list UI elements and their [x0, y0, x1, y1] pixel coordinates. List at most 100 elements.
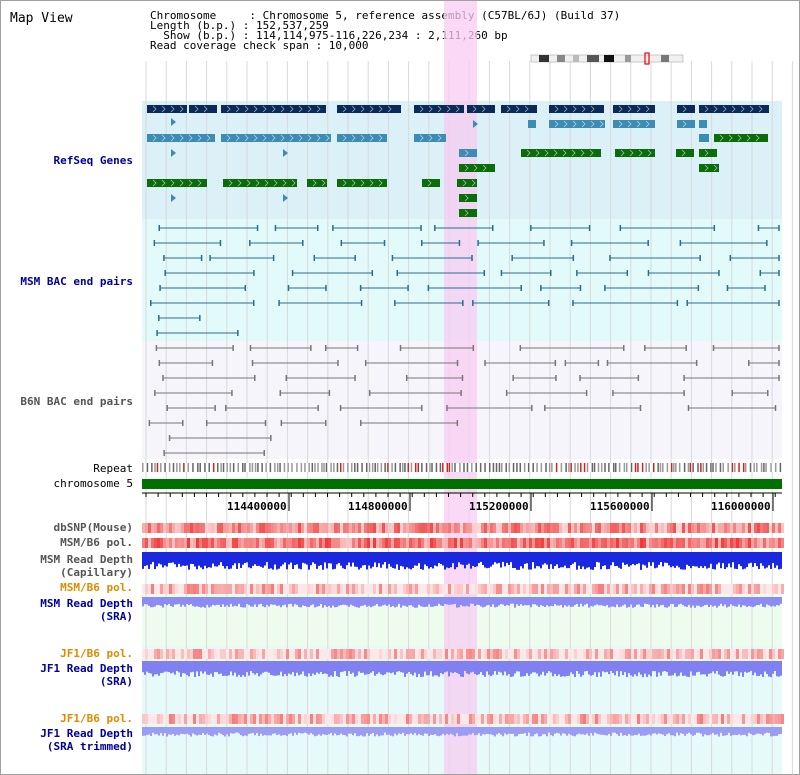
density-cell	[595, 584, 598, 594]
density-cell	[286, 649, 289, 659]
depth-bar	[272, 661, 274, 676]
depth-bar	[242, 597, 244, 608]
depth-bar	[588, 552, 590, 568]
depth-bar	[216, 597, 218, 605]
density-cell	[550, 649, 553, 659]
depth-bar	[330, 661, 332, 676]
density-cell	[232, 523, 235, 533]
depth-bar	[496, 597, 498, 607]
depth-bar	[520, 552, 522, 567]
depth-bar	[702, 552, 704, 568]
repeat-mark	[142, 463, 144, 472]
density-cell	[595, 714, 598, 724]
repeat-mark	[325, 463, 328, 472]
repeat-mark	[523, 463, 526, 472]
density-cell	[604, 649, 607, 659]
density-cell	[454, 714, 457, 724]
gene-strand-arrow	[316, 134, 321, 142]
depth-bar	[418, 552, 420, 564]
repeat-mark	[574, 463, 576, 472]
depth-bar	[482, 661, 484, 675]
density-cell	[229, 584, 232, 594]
track-label-msm-bac[interactable]: MSM BAC end pairs	[20, 275, 133, 288]
depth-bar	[290, 727, 292, 734]
density-cell	[559, 649, 562, 659]
density-cell	[745, 538, 748, 548]
depth-bar	[218, 597, 220, 605]
density-cell	[181, 584, 184, 594]
depth-bar	[266, 727, 268, 736]
depth-bar	[648, 661, 650, 675]
track-label-msm-b6-pol[interactable]: MSM/B6 pol.	[60, 536, 133, 549]
density-cell	[205, 649, 208, 659]
depth-bar	[604, 597, 606, 607]
depth-bar	[218, 552, 220, 566]
track-label-msm-b6-pol-2[interactable]: MSM/B6 pol.	[60, 581, 133, 594]
depth-bar	[444, 597, 446, 604]
depth-bar	[204, 552, 206, 566]
track-label-msm-depth-sra[interactable]: MSM Read Depth	[40, 597, 133, 610]
depth-bar	[182, 727, 184, 735]
depth-bar	[248, 727, 250, 734]
depth-bar	[604, 552, 606, 566]
depth-bar	[700, 661, 702, 675]
density-cell	[220, 649, 223, 659]
depth-bar	[756, 597, 758, 606]
density-cell	[499, 649, 502, 659]
depth-bar	[284, 552, 286, 563]
depth-bar	[414, 727, 416, 734]
density-cell	[238, 584, 241, 594]
depth-bar	[648, 597, 650, 605]
depth-bar	[212, 552, 214, 564]
repeat-track-bg	[142, 463, 782, 472]
depth-bar	[190, 727, 192, 737]
depth-bar	[322, 661, 324, 674]
depth-bar	[774, 597, 776, 607]
repeat-mark	[625, 463, 628, 472]
gene-strand-arrow	[437, 134, 442, 142]
density-cell	[184, 714, 187, 724]
density-cell	[178, 523, 181, 533]
density-cell	[370, 714, 373, 724]
track-label-jf1-pol-2[interactable]: JF1/B6 pol.	[60, 712, 133, 725]
density-cell	[607, 714, 610, 724]
density-cell	[685, 584, 688, 594]
depth-bar	[448, 727, 450, 735]
density-cell	[631, 584, 634, 594]
track-label-jf1-trim[interactable]: JF1 Read Depth	[40, 727, 133, 740]
depth-bar	[356, 552, 358, 567]
depth-bar	[230, 661, 232, 672]
depth-bar	[510, 661, 512, 677]
track-label-dbsnp[interactable]: dbSNP(Mouse)	[53, 521, 133, 534]
track-label-jf1-pol[interactable]: JF1/B6 pol.	[60, 647, 133, 660]
depth-bar	[690, 727, 692, 735]
density-cell	[166, 538, 169, 548]
gene-strand-arrow	[360, 134, 365, 142]
track-label-b6n-bac[interactable]: B6N BAC end pairs	[20, 395, 133, 408]
depth-bar	[508, 597, 510, 606]
depth-bar	[764, 661, 766, 672]
density-cell	[301, 649, 304, 659]
depth-bar	[530, 552, 532, 570]
density-cell	[451, 538, 454, 548]
repeat-mark	[673, 463, 675, 472]
gene-feature	[699, 105, 769, 113]
depth-bar	[294, 552, 296, 566]
gene-strand-arrow	[289, 134, 294, 142]
density-cell	[250, 714, 253, 724]
depth-bar	[272, 597, 274, 605]
density-cell	[388, 538, 391, 548]
gene-strand-arrow	[437, 105, 442, 113]
depth-bar	[432, 597, 434, 607]
depth-bar	[696, 597, 698, 606]
density-cell	[457, 714, 460, 724]
depth-bar	[432, 552, 434, 569]
track-label-msm-depth-capillary[interactable]: MSM Read Depth	[40, 553, 133, 566]
track-label-refseq[interactable]: RefSeq Genes	[53, 154, 133, 167]
density-cell	[655, 523, 658, 533]
track-label-jf1-depth[interactable]: JF1 Read Depth	[40, 662, 133, 675]
density-cell	[643, 538, 646, 548]
depth-bar	[484, 661, 486, 677]
depth-bar	[394, 597, 396, 608]
